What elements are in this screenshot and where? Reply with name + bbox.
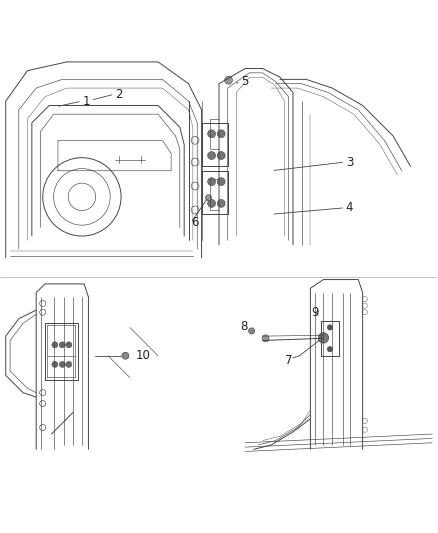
Text: 8: 8 [240,320,248,333]
Circle shape [66,342,72,348]
Circle shape [327,346,332,352]
Text: 6: 6 [191,216,199,230]
Text: 7: 7 [285,353,293,367]
Circle shape [217,151,225,159]
Circle shape [59,342,65,348]
Text: 9: 9 [311,306,318,319]
Circle shape [52,361,58,367]
Circle shape [217,177,225,185]
Circle shape [217,199,225,207]
Circle shape [318,333,328,343]
Circle shape [208,177,215,185]
Circle shape [122,352,129,359]
Circle shape [217,130,225,138]
Text: 5: 5 [241,76,249,88]
Text: 10: 10 [135,349,150,362]
Circle shape [208,151,215,159]
Text: 3: 3 [346,156,353,168]
Circle shape [208,199,215,207]
Circle shape [327,325,332,330]
Circle shape [208,130,215,138]
Circle shape [205,195,212,201]
Circle shape [262,335,269,342]
Circle shape [52,342,58,348]
Circle shape [66,361,72,367]
Text: 1: 1 [82,95,90,108]
Text: 2: 2 [115,87,123,101]
Circle shape [249,328,254,334]
Circle shape [225,76,233,84]
Text: 4: 4 [346,201,353,214]
Circle shape [59,361,65,367]
